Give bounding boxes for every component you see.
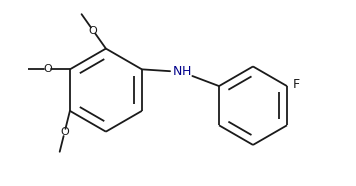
Text: O: O [89, 26, 98, 36]
Text: N: N [172, 65, 182, 78]
Text: O: O [44, 64, 52, 74]
Text: H: H [182, 65, 192, 78]
Text: F: F [293, 78, 300, 92]
Text: O: O [60, 127, 69, 137]
